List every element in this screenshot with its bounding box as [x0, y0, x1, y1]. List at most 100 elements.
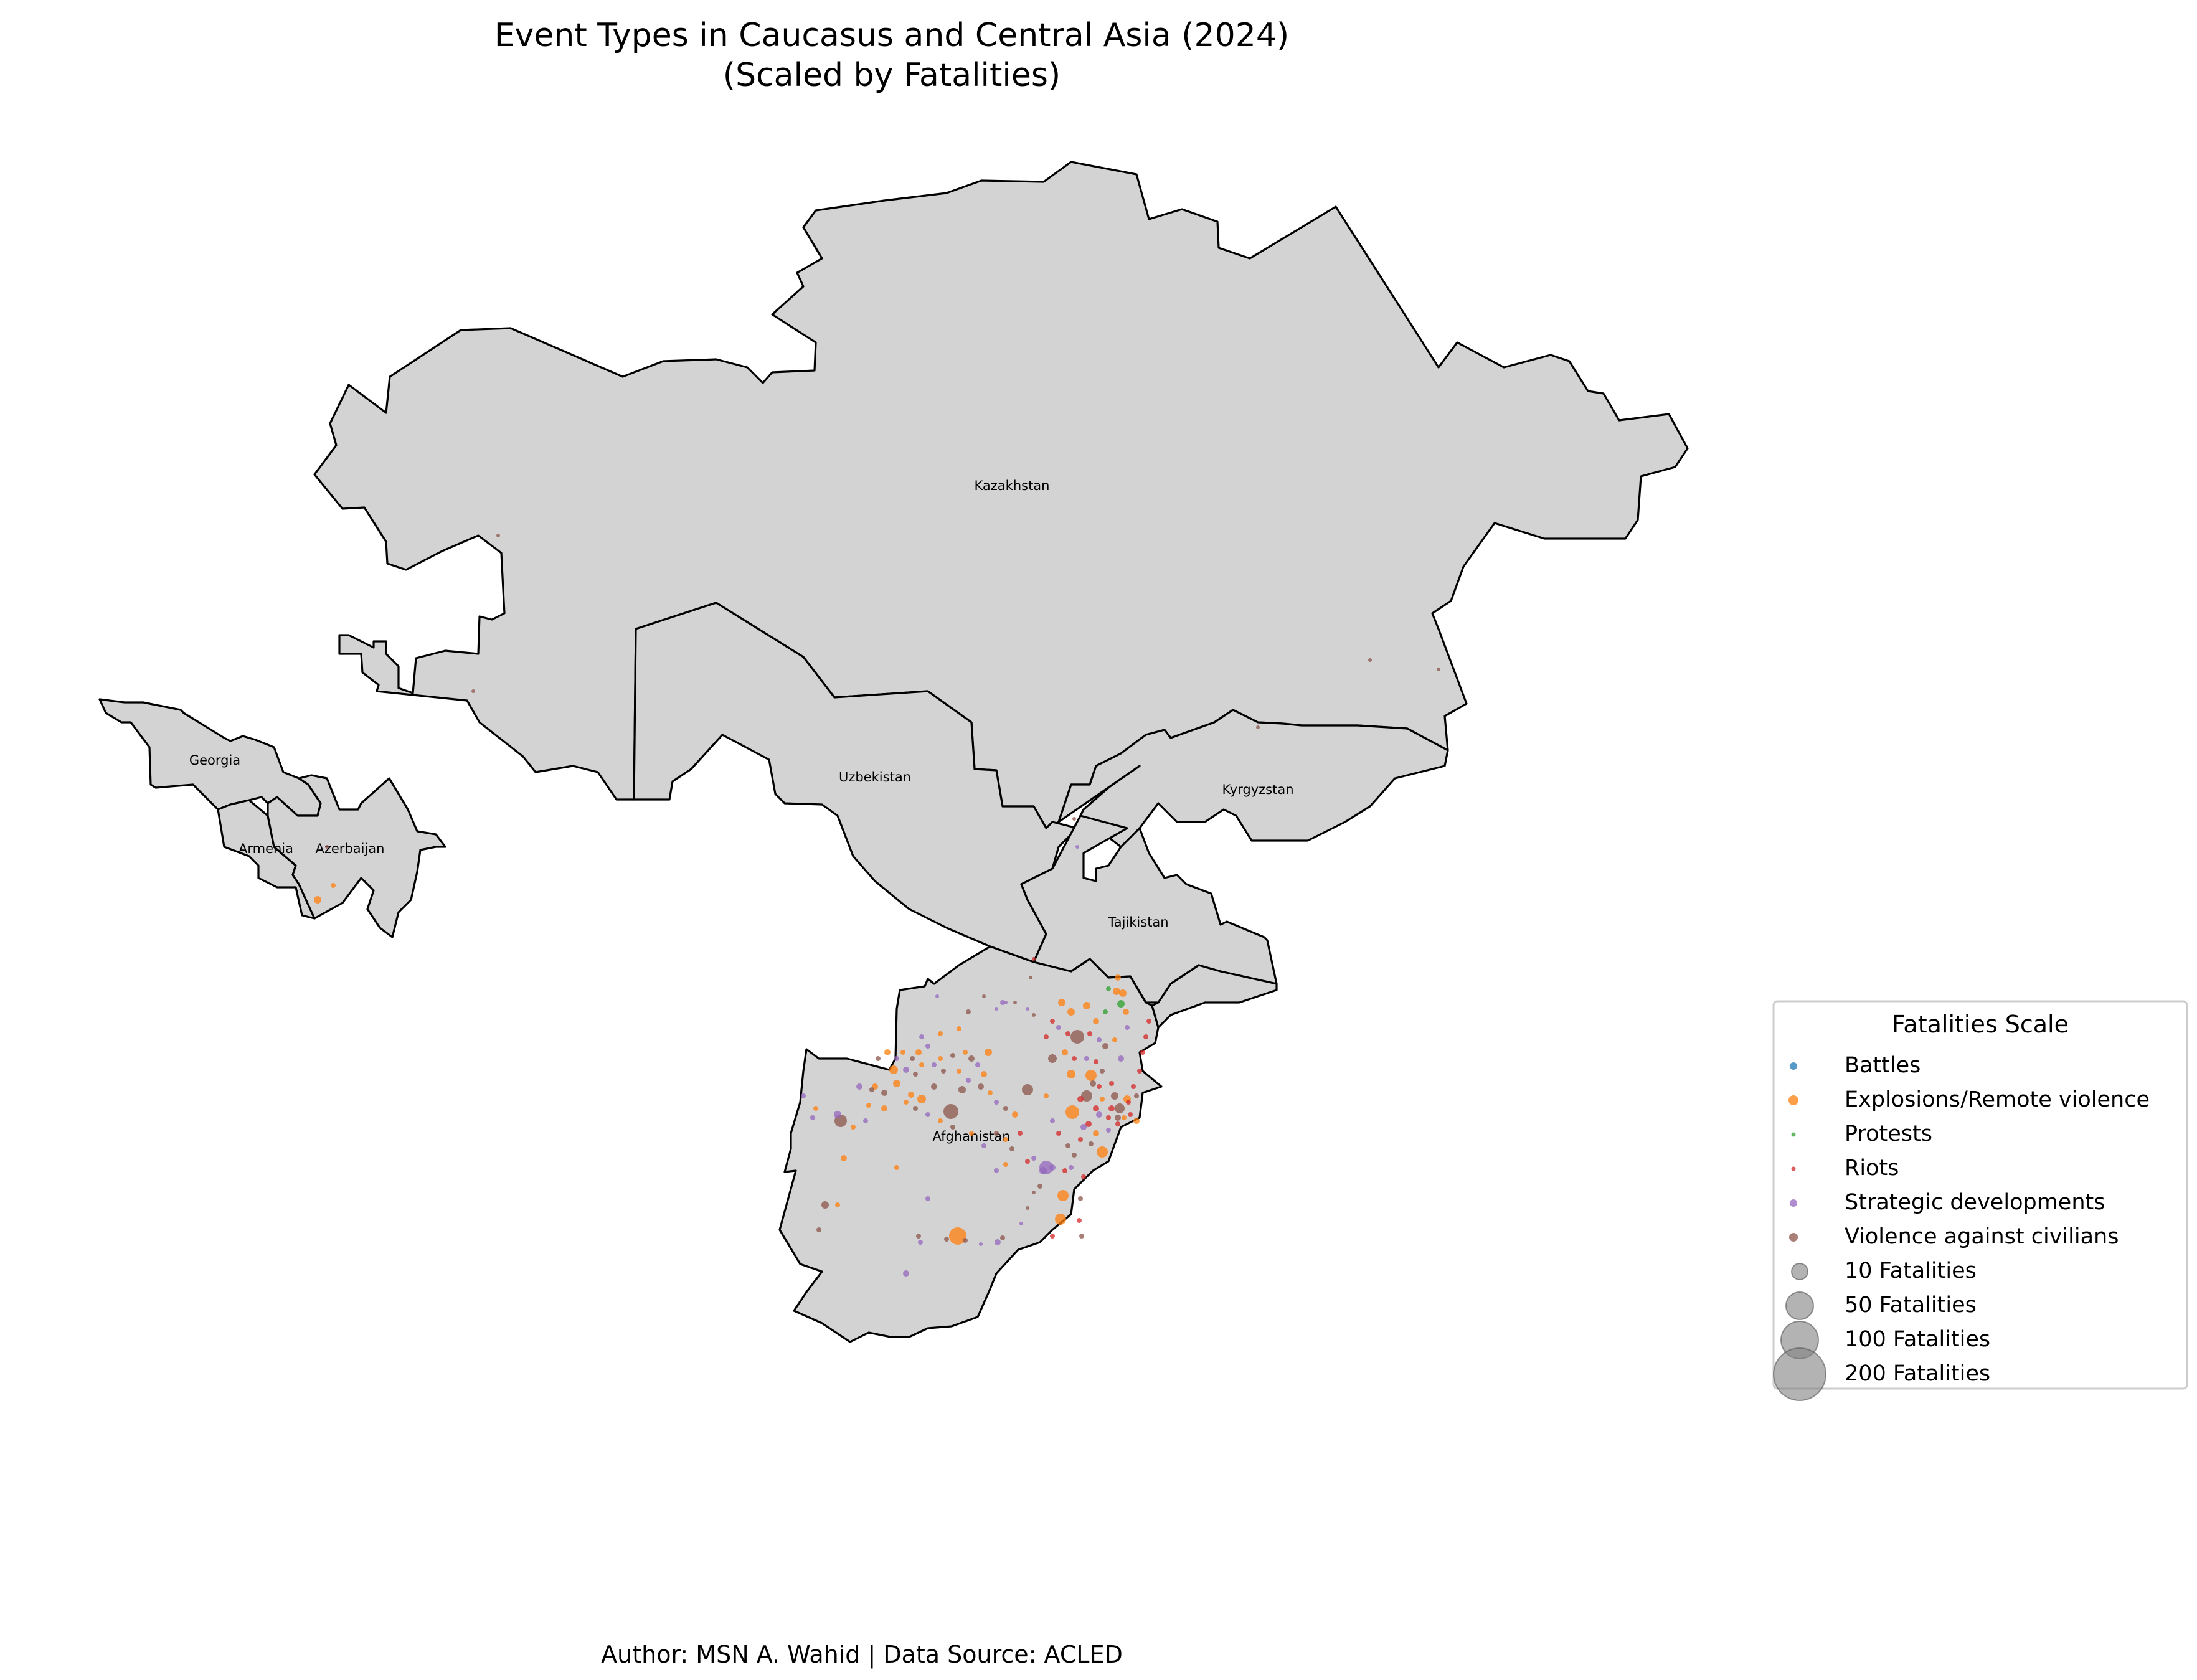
event-marker: [881, 1090, 887, 1096]
legend-size-marker-200: [1773, 1347, 1826, 1401]
event-marker: [1097, 1146, 1108, 1158]
event-marker: [1003, 1106, 1008, 1111]
country-azerbaijan: [267, 774, 446, 938]
event-marker: [916, 1234, 921, 1239]
event-marker: [1115, 974, 1121, 981]
event-marker: [1044, 1093, 1049, 1098]
event-marker: [1106, 986, 1111, 991]
event-marker: [1032, 957, 1036, 961]
event-marker: [938, 1031, 943, 1036]
event-marker: [917, 1095, 926, 1103]
event-marker: [1077, 1096, 1084, 1102]
event-marker: [1031, 1156, 1036, 1161]
event-marker: [1143, 1034, 1148, 1039]
event-marker: [925, 1044, 930, 1049]
event-marker: [957, 1026, 961, 1031]
legend-marker-strategic-developments: [1790, 1199, 1797, 1207]
event-marker: [1032, 1013, 1036, 1017]
event-marker: [918, 1240, 923, 1245]
event-marker: [1094, 1059, 1098, 1064]
legend-label-size: 200 Fatalities: [1845, 1361, 1990, 1386]
event-marker: [1112, 1037, 1117, 1042]
event-marker: [1119, 989, 1127, 997]
event-marker: [1126, 1100, 1131, 1105]
legend-marker-riots: [1791, 1166, 1796, 1171]
country-afghanistan: [778, 945, 1163, 1343]
event-marker: [913, 1072, 918, 1077]
event-marker: [994, 1131, 999, 1136]
event-marker: [932, 1062, 937, 1067]
event-marker: [1056, 1131, 1061, 1136]
event-marker: [1078, 1137, 1083, 1142]
country-label-armenia: Armenia: [239, 841, 293, 856]
event-marker: [1083, 1002, 1090, 1009]
legend-label-event-type: Strategic developments: [1845, 1190, 2105, 1215]
event-marker: [1100, 1069, 1105, 1074]
event-marker: [1089, 1141, 1094, 1146]
event-marker: [963, 1050, 968, 1055]
event-marker: [925, 1112, 930, 1117]
event-marker: [981, 1143, 986, 1148]
event-marker: [1022, 1084, 1033, 1095]
event-marker: [1049, 1164, 1056, 1171]
event-marker: [325, 845, 329, 849]
event-marker: [988, 1090, 993, 1095]
event-marker: [1067, 1070, 1075, 1078]
event-marker: [1100, 1097, 1105, 1102]
event-marker: [834, 1111, 841, 1118]
event-marker: [1062, 1049, 1068, 1055]
event-marker: [1117, 1000, 1125, 1008]
event-marker: [957, 1069, 961, 1074]
country-kazakhstan: [313, 161, 1689, 829]
event-marker: [1093, 1130, 1099, 1136]
event-marker: [1058, 999, 1065, 1006]
event-marker: [903, 1067, 909, 1073]
event-marker: [968, 1055, 975, 1062]
event-marker: [1108, 1105, 1115, 1111]
event-marker: [1019, 1222, 1023, 1225]
event-marker: [1079, 1234, 1084, 1239]
event-marker: [1123, 1009, 1129, 1015]
event-marker: [1084, 1056, 1089, 1061]
event-marker: [1070, 1030, 1084, 1044]
event-marker: [1050, 1234, 1055, 1239]
event-marker: [1000, 1000, 1005, 1005]
legend-items: Battles Explosions/Remote violence Protest…: [1773, 1053, 2150, 1401]
event-marker: [876, 1056, 881, 1061]
country-label-uzbekistan: Uzbekistan: [839, 770, 911, 785]
event-marker: [1087, 1031, 1092, 1036]
event-marker: [1097, 1037, 1102, 1042]
event-marker: [1048, 1054, 1057, 1063]
event-marker: [1437, 668, 1440, 671]
event-marker: [900, 1050, 905, 1055]
event-marker: [1057, 1190, 1069, 1201]
event-marker: [978, 1083, 984, 1090]
event-marker: [1069, 1165, 1074, 1170]
event-marker: [1026, 1007, 1029, 1011]
event-marker: [1096, 1111, 1102, 1118]
event-marker: [985, 1049, 992, 1056]
legend-label-event-type: Violence against civilians: [1845, 1224, 2119, 1249]
legend-marker-battles: [1790, 1062, 1797, 1070]
event-marker: [1090, 1080, 1096, 1087]
event-marker: [1025, 1159, 1030, 1164]
event-marker: [1056, 1025, 1061, 1030]
event-marker: [1081, 1090, 1092, 1102]
event-marker: [975, 1062, 980, 1067]
event-marker: [941, 1069, 946, 1074]
event-marker: [1093, 1105, 1099, 1111]
legend-marker-violence-against-civilians: [1789, 1233, 1798, 1242]
event-marker: [919, 1034, 924, 1039]
event-marker: [913, 1106, 918, 1111]
event-marker: [1080, 1124, 1087, 1130]
event-marker: [889, 1065, 898, 1074]
event-marker: [1078, 1196, 1083, 1201]
legend-size-marker-10: [1791, 1263, 1808, 1280]
legend-label-size: 50 Fatalities: [1845, 1293, 1977, 1318]
legend-label-event-type: Battles: [1845, 1053, 1921, 1078]
event-marker: [1140, 1050, 1145, 1055]
event-marker: [1109, 1081, 1114, 1086]
event-marker: [1000, 1235, 1005, 1240]
country-label-tajikistan: Tajikistan: [1107, 915, 1168, 930]
event-marker: [1256, 725, 1260, 729]
